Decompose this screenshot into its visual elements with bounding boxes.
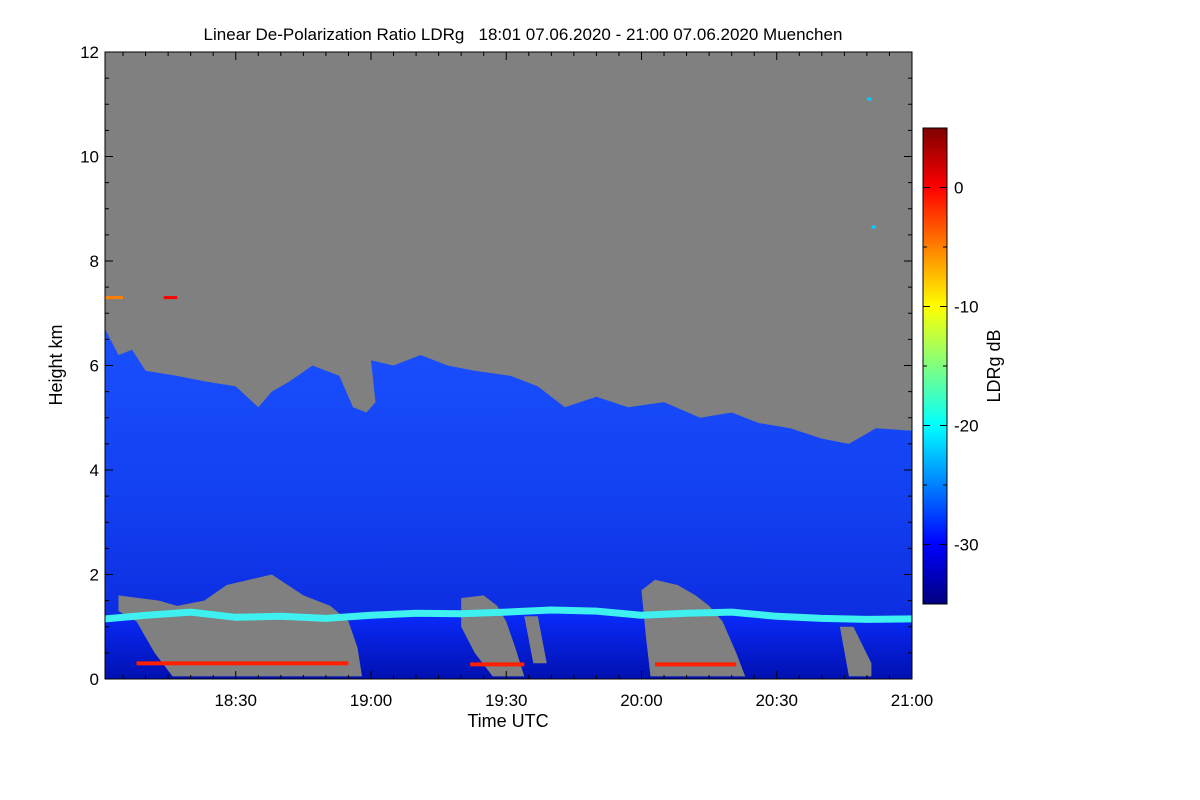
x-tick-label: 21:00 — [891, 691, 934, 710]
y-tick-label: 2 — [90, 566, 99, 585]
colorbar-label: LDRg dB — [984, 329, 1004, 402]
y-tick-label: 10 — [80, 148, 99, 167]
y-tick-label: 8 — [90, 252, 99, 271]
y-tick-label: 4 — [90, 461, 99, 480]
y-tick-label: 6 — [90, 357, 99, 376]
surface-band — [136, 661, 349, 666]
nodata-patch — [118, 574, 362, 677]
colorbar-tick-label: 0 — [954, 179, 963, 198]
isolated-return — [105, 296, 124, 300]
plot-area — [105, 52, 912, 679]
chart-title: Linear De-Polarization Ratio LDRg 18:01 … — [204, 25, 843, 44]
nodata-patch — [641, 579, 746, 677]
y-axis-label: Height km — [46, 324, 66, 405]
colorbar-ticks: 0 -10 -20 -30 — [923, 127, 979, 605]
x-axis-label: Time UTC — [467, 711, 548, 731]
nodata-gaps — [118, 574, 872, 677]
x-tick-label: 18:30 — [214, 691, 257, 710]
cloud-layer — [105, 328, 912, 679]
colorbar-tick-label: -30 — [954, 536, 979, 555]
y-tick-label: 0 — [90, 670, 99, 689]
y-tick-label: 12 — [80, 43, 99, 62]
nodata-patch — [839, 626, 872, 677]
y-axis: 0 2 4 6 8 10 12 — [80, 43, 912, 689]
isolated-return — [866, 97, 872, 101]
x-axis: 18:30 19:00 19:30 20:00 20:30 21:00 — [122, 52, 934, 710]
isolated-return — [163, 296, 178, 300]
x-tick-label: 20:30 — [755, 691, 798, 710]
surface-band — [470, 662, 525, 667]
x-tick-label: 19:00 — [350, 691, 393, 710]
surface-bands — [136, 661, 737, 667]
colorbar: 0 -10 -20 -30 LDRg dB — [922, 127, 1004, 605]
x-tick-label: 20:00 — [620, 691, 663, 710]
isolated-returns — [105, 97, 876, 300]
x-tick-label: 19:30 — [485, 691, 528, 710]
colorbar-tick-label: -20 — [954, 417, 979, 436]
boundary-layer-top-line — [105, 606, 912, 623]
surface-band — [655, 662, 737, 667]
colorbar-tick-label: -10 — [954, 298, 979, 317]
nodata-patch — [524, 616, 547, 664]
isolated-return — [871, 225, 876, 229]
